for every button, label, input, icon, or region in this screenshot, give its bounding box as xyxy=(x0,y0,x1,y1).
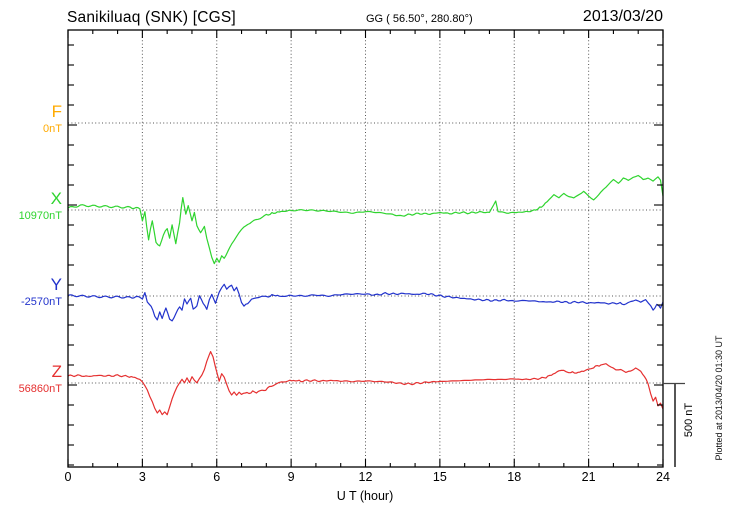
x-tick-label-24: 24 xyxy=(656,470,670,484)
plotted-at-note: Plotted at 2013/04/20 01:30 UT xyxy=(714,335,724,461)
component-label-Z: Z 56860nT xyxy=(19,362,62,397)
x-axis-title: U T (hour) xyxy=(336,489,394,503)
plot-date: 2013/03/20 xyxy=(582,8,663,25)
trace-Y xyxy=(67,283,664,322)
x-tick-label-3: 3 xyxy=(138,470,146,484)
component-label-Y: Y -2570nT xyxy=(21,275,62,310)
component-letter-Z: Z xyxy=(51,362,62,381)
x-tick-label-21: 21 xyxy=(581,470,596,484)
component-baseline-F: 0nT xyxy=(43,123,62,135)
component-baseline-Z: 56860nT xyxy=(18,383,62,395)
component-letter-X: X xyxy=(50,189,62,208)
station-title: Sanikiluaq (SNK) [CGS] xyxy=(67,9,236,26)
x-tick-label-0: 0 xyxy=(64,470,72,484)
gg-coordinates: GG ( 56.50°, 280.80°) xyxy=(366,13,473,25)
component-letter-F: F xyxy=(51,102,62,121)
trace-X xyxy=(67,174,664,265)
component-baseline-Y: -2570nT xyxy=(21,296,62,308)
x-tick-label-12: 12 xyxy=(358,470,373,484)
x-tick-label-9: 9 xyxy=(287,470,295,484)
component-label-X: X 10970nT xyxy=(19,189,62,224)
x-tick-label-18: 18 xyxy=(507,470,522,484)
component-label-F: F 0nT xyxy=(43,102,62,137)
component-baseline-X: 10970nT xyxy=(18,210,62,222)
trace-Z xyxy=(67,351,664,416)
x-tick-label-6: 6 xyxy=(213,470,221,484)
scale-bar-label: 500 nT xyxy=(683,402,695,438)
component-letter-Y: Y xyxy=(50,275,62,294)
x-tick-label-15: 15 xyxy=(432,470,447,484)
